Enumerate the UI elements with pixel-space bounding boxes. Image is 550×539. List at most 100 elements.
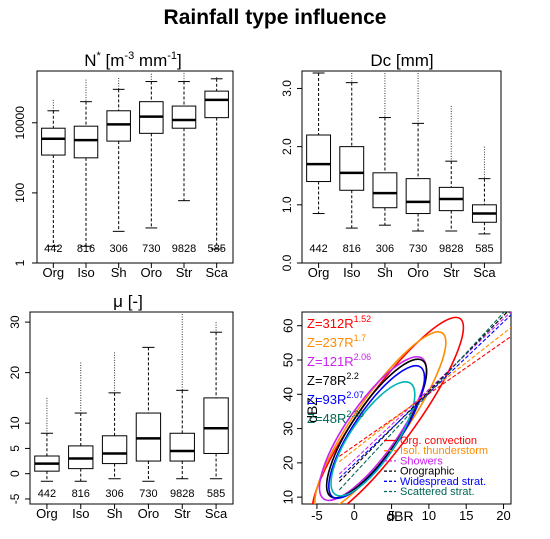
box: [41, 127, 66, 156]
zr-relation-line: [338, 312, 511, 475]
y-tick-label: 5: [8, 445, 22, 452]
ellipse: [318, 355, 428, 502]
sample-count: 442: [38, 488, 56, 500]
sample-count: 9828: [439, 243, 463, 255]
sample-count: 9828: [172, 243, 196, 255]
x-tick-label: Org: [36, 506, 58, 521]
legend-label: Widespread strat.: [400, 476, 486, 488]
sample-count: 442: [44, 243, 62, 255]
relation-label: Z=237R1.7: [307, 333, 366, 350]
zr-relation-line: [338, 312, 505, 491]
box: [339, 146, 365, 191]
x-tick-label: 5: [388, 508, 395, 523]
x-tick-label: Org: [308, 265, 330, 280]
y-tick-label: 2.0: [280, 138, 294, 155]
sample-count: 730: [139, 488, 157, 500]
x-tick-label: Oro: [138, 506, 160, 521]
panel2-frame: [301, 70, 502, 264]
sample-count: 306: [109, 243, 127, 255]
zr-relation-line: [339, 336, 511, 457]
x-tick-label: Sh: [377, 265, 393, 280]
y-tick-label: 1.0: [280, 196, 294, 213]
x-tick-label: Sca: [205, 265, 228, 280]
y-tick-label: 0: [8, 470, 22, 477]
relation-label: Z=78R2.2: [307, 371, 359, 388]
panel3-title: μ [-]: [113, 292, 143, 311]
ellipse: [330, 380, 416, 497]
ellipse: [325, 358, 428, 499]
y-tick-label: 10000: [13, 106, 27, 140]
sample-count: 816: [72, 488, 90, 500]
y-tick-label: 30: [281, 421, 296, 435]
box: [203, 397, 229, 454]
zr-relation-line: [338, 314, 511, 479]
y-tick-label: 10: [8, 416, 22, 430]
y-tick-label: 20: [8, 366, 22, 380]
sample-count: 306: [376, 243, 394, 255]
box: [106, 110, 131, 142]
box: [372, 172, 398, 209]
y-tick-label: 10: [281, 490, 296, 504]
box: [405, 178, 431, 215]
x-tick-label: Org: [42, 265, 64, 280]
x-tick-label: Sca: [473, 265, 496, 280]
panel4-frame: [301, 311, 512, 505]
x-tick-label: 0: [351, 508, 358, 523]
y-tick-label: 100: [13, 183, 27, 203]
zr-relation-line: [338, 312, 508, 483]
sample-count: 816: [77, 243, 95, 255]
panel-dc: 0.0 1.0 2.0 3.0 442 Org 816 Iso 306 Sh 730 Oro 9828 S…: [280, 72, 497, 280]
sample-count: 730: [409, 243, 427, 255]
relation-label: Z=93R2.07: [307, 390, 364, 407]
box: [73, 125, 99, 159]
box: [306, 134, 332, 183]
x-tick-label: Oro: [407, 265, 429, 280]
x-tick-label: Sh: [111, 265, 127, 280]
box: [171, 105, 197, 129]
panel3-frame: [29, 311, 234, 505]
relation-label: Z=121R2.06: [307, 352, 371, 369]
sample-count: 306: [105, 488, 123, 500]
sample-count: 442: [309, 243, 327, 255]
x-tick-label: 15: [459, 508, 473, 523]
x-tick-label: 20: [496, 508, 510, 523]
legend-label: Scattered strat.: [400, 486, 475, 498]
legend-label: Orographic: [400, 466, 455, 478]
x-tick-label: Str: [176, 265, 193, 280]
x-tick-label: Str: [174, 506, 191, 521]
y-tick-label: 60: [281, 318, 296, 332]
y-tick-label: 50: [281, 353, 296, 367]
y-tick-label: 1: [13, 259, 27, 266]
sample-count: 585: [207, 488, 225, 500]
sample-count: 585: [475, 243, 493, 255]
y-tick-label: 40: [281, 387, 296, 401]
panel1-frame: [36, 70, 234, 264]
legend-label: Showers: [400, 455, 443, 467]
relation-label: Z=48R2.35: [307, 409, 364, 426]
x-tick-label: Sca: [205, 506, 228, 521]
panel1-title: N* [m-3 mm-1]: [84, 50, 182, 70]
y-tick-label: 3.0: [280, 80, 294, 97]
x-tick-label: Str: [443, 265, 460, 280]
y-tick-label: 0.0: [280, 254, 294, 271]
figure-title: Rainfall type influence: [163, 6, 387, 29]
panel-mu: -5 0 5 10 20 30 442 Org 816 Iso 306 Sh 730 Oro 9828 Str…: [8, 314, 229, 521]
panel-zr: -5 0 5 10 15 20 10 20 30 40 50 60 dBR dBZ Z=312R1.52 Z=…: [281, 312, 511, 524]
x-tick-label: Iso: [72, 506, 89, 521]
box: [68, 445, 94, 470]
sample-count: 585: [207, 243, 225, 255]
box: [169, 432, 195, 462]
x-tick-label: -5: [311, 508, 323, 523]
legend-label: Org. convection: [400, 435, 477, 447]
panel2-title: Dc [mm]: [370, 51, 433, 70]
sample-count: 9828: [170, 488, 194, 500]
zr-plot-area: [311, 312, 511, 504]
y-tick-label: 20: [281, 456, 296, 470]
x-axis-label: dBR: [386, 508, 413, 524]
box: [135, 412, 162, 462]
y-tick-label: 30: [8, 315, 22, 329]
panel-n-star: 1 100 10000 442 Org 816 Iso 306 Sh 730 Oro 9828 Str 5…: [13, 73, 229, 280]
x-tick-label: 10: [422, 508, 436, 523]
x-tick-label: Sh: [107, 506, 123, 521]
